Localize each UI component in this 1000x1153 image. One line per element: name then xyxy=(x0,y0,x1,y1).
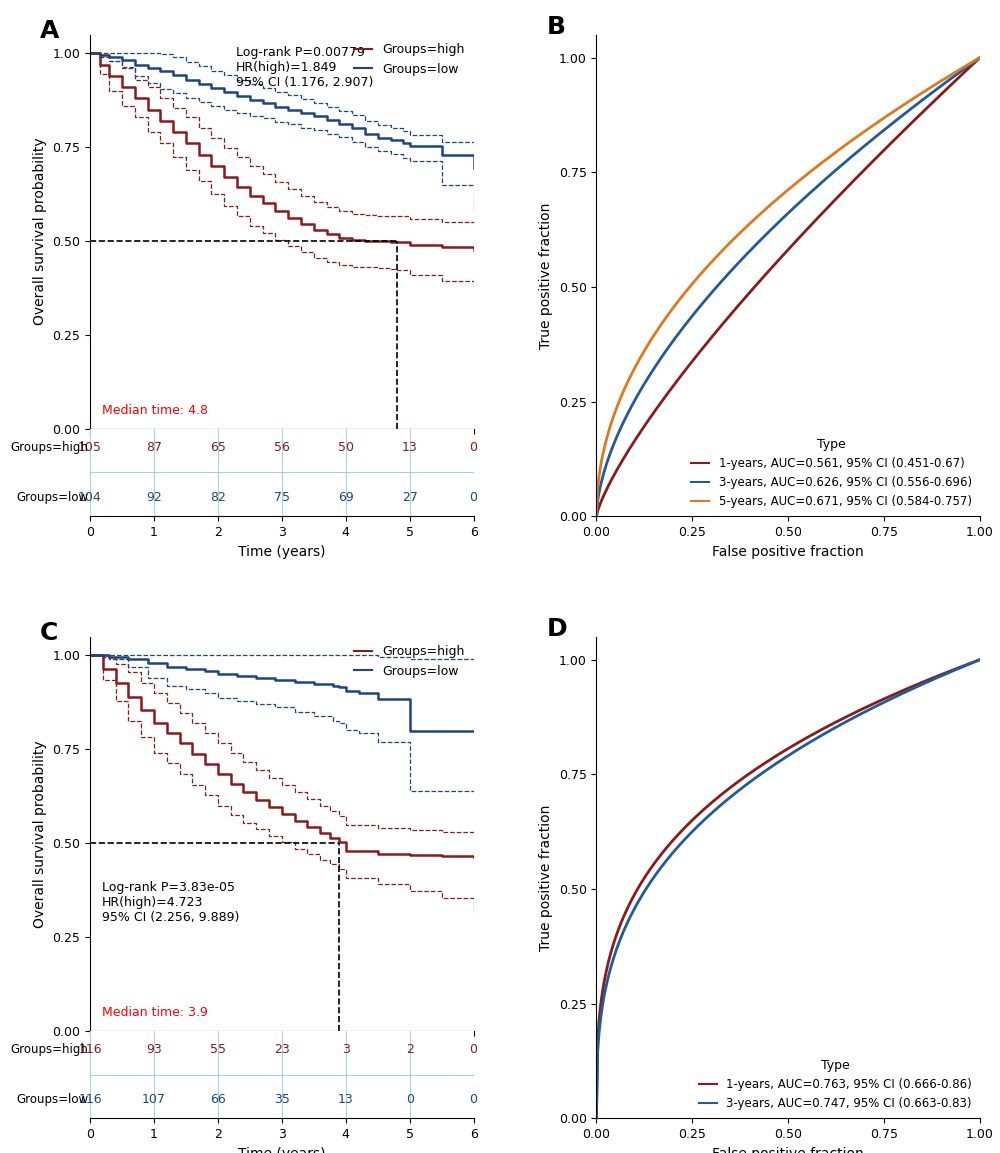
Text: Groups=low: Groups=low xyxy=(16,491,88,504)
Text: 116: 116 xyxy=(78,1043,102,1056)
Y-axis label: Overall survival probability: Overall survival probability xyxy=(33,138,47,325)
Text: 2: 2 xyxy=(406,1043,414,1056)
Text: A: A xyxy=(40,18,60,43)
Text: 93: 93 xyxy=(146,1043,162,1056)
Text: Median time: 4.8: Median time: 4.8 xyxy=(102,404,208,417)
X-axis label: False positive fraction: False positive fraction xyxy=(712,1147,864,1153)
Text: 27: 27 xyxy=(402,491,418,504)
Legend: 1-years, AUC=0.561, 95% CI (0.451-0.67), 3-years, AUC=0.626, 95% CI (0.556-0.696: 1-years, AUC=0.561, 95% CI (0.451-0.67),… xyxy=(687,434,976,513)
Y-axis label: True positive fraction: True positive fraction xyxy=(539,202,553,348)
Text: 82: 82 xyxy=(210,491,226,504)
Y-axis label: True positive fraction: True positive fraction xyxy=(539,805,553,951)
Text: C: C xyxy=(40,621,59,645)
Text: 3: 3 xyxy=(342,1043,350,1056)
X-axis label: Time (years): Time (years) xyxy=(238,1147,326,1153)
Text: 116: 116 xyxy=(78,1093,102,1106)
Text: 66: 66 xyxy=(210,1093,226,1106)
Legend: Groups=high, Groups=low: Groups=high, Groups=low xyxy=(349,640,470,683)
Text: 0: 0 xyxy=(470,1093,478,1106)
Legend: 1-years, AUC=0.763, 95% CI (0.666-0.86), 3-years, AUC=0.747, 95% CI (0.663-0.83): 1-years, AUC=0.763, 95% CI (0.666-0.86),… xyxy=(694,1055,976,1115)
Text: Median time: 3.9: Median time: 3.9 xyxy=(102,1007,207,1019)
Y-axis label: Overall survival probability: Overall survival probability xyxy=(33,740,47,927)
Text: 56: 56 xyxy=(274,442,290,454)
Text: 0: 0 xyxy=(406,1093,414,1106)
Text: Groups=high: Groups=high xyxy=(10,442,88,454)
Text: 69: 69 xyxy=(338,491,354,504)
Text: D: D xyxy=(547,618,567,641)
Text: 105: 105 xyxy=(78,442,102,454)
X-axis label: Time (years): Time (years) xyxy=(238,544,326,558)
Text: Groups=low: Groups=low xyxy=(16,1093,88,1106)
Text: 107: 107 xyxy=(142,1093,166,1106)
Text: 0: 0 xyxy=(470,491,478,504)
Text: 55: 55 xyxy=(210,1043,226,1056)
Text: B: B xyxy=(547,15,566,39)
Text: Log-rank P=3.83e-05
HR(high)=4.723
95% CI (2.256, 9.889): Log-rank P=3.83e-05 HR(high)=4.723 95% C… xyxy=(102,881,239,924)
Text: 13: 13 xyxy=(338,1093,354,1106)
Text: Groups=high: Groups=high xyxy=(10,1043,88,1056)
Text: 23: 23 xyxy=(274,1043,290,1056)
X-axis label: False positive fraction: False positive fraction xyxy=(712,544,864,558)
Legend: Groups=high, Groups=low: Groups=high, Groups=low xyxy=(349,38,470,81)
Text: Log-rank P=0.00779
HR(high)=1.849
95% CI (1.176, 2.907): Log-rank P=0.00779 HR(high)=1.849 95% CI… xyxy=(236,46,373,90)
Text: 65: 65 xyxy=(210,442,226,454)
Text: 0: 0 xyxy=(470,442,478,454)
Text: 92: 92 xyxy=(146,491,162,504)
Text: 13: 13 xyxy=(402,442,418,454)
Text: 50: 50 xyxy=(338,442,354,454)
Text: 75: 75 xyxy=(274,491,290,504)
Text: 35: 35 xyxy=(274,1093,290,1106)
Text: 87: 87 xyxy=(146,442,162,454)
Text: 0: 0 xyxy=(470,1043,478,1056)
Text: 104: 104 xyxy=(78,491,102,504)
